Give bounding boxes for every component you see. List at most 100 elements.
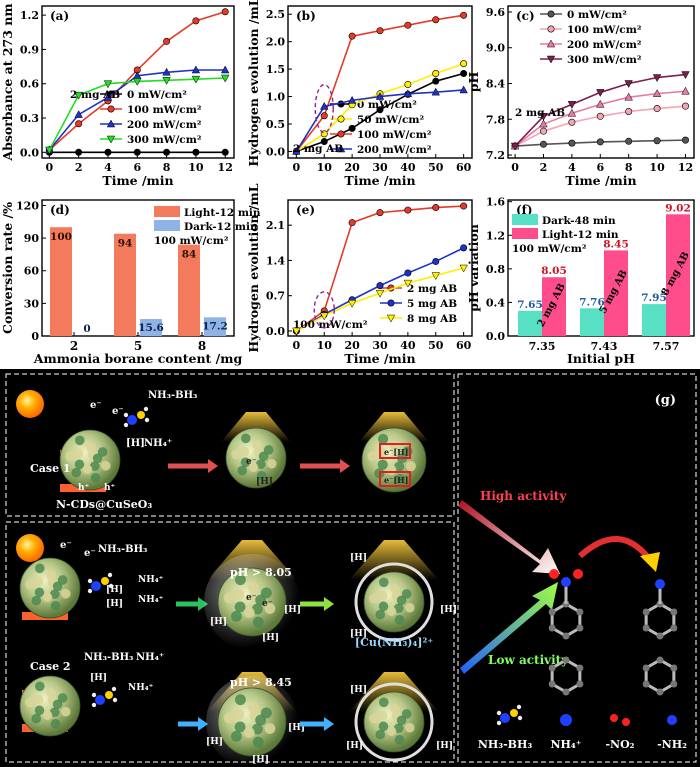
case2-label: Case 2: [30, 660, 71, 673]
legend-label: NH₄⁺: [550, 738, 581, 751]
bar: [518, 310, 542, 336]
chart-panel-d: 0 30 60 90 120 Ammonia borane content /mg Conv…: [0, 199, 261, 366]
nanoparticle: [404, 722, 415, 733]
nanoparticle: [243, 727, 255, 738]
y-tick-label: 0.4: [486, 296, 505, 309]
x-tick-label: 20: [344, 339, 360, 352]
nanoparticle: [251, 603, 263, 615]
data-point: [624, 92, 633, 101]
y-tick-label: 1.5: [266, 63, 285, 76]
y-tick-label: 8.4: [486, 77, 505, 90]
nanoparticle: [256, 470, 267, 481]
y-tick-label: 0.0: [266, 145, 285, 158]
panel-label: (g): [655, 393, 676, 408]
nanoparticle: [390, 584, 400, 594]
x-tick-label: 60: [456, 161, 472, 174]
reaction-scheme-panel: (g)e⁻e⁻NH₃-BH₃[H] NH₄⁺h⁺ h⁺Case 1N-CDs@CuS…: [0, 369, 700, 767]
data-point: [320, 138, 328, 146]
nanoparticle: [378, 721, 389, 732]
nanoparticle: [46, 688, 56, 698]
x-tick-label: 12: [218, 161, 233, 174]
carbon-atom: [642, 680, 650, 688]
nanoparticle: [240, 433, 251, 444]
carbon-atom: [562, 688, 570, 696]
legend-label: 300 mW/cm²: [567, 54, 642, 66]
atom: [95, 695, 105, 705]
nanoparticle: [237, 465, 248, 476]
highlight-box: [379, 443, 411, 459]
legend-label: Light-12 min: [542, 229, 619, 241]
x-tick-label: 0: [46, 161, 54, 174]
y-tick-label: 1.4: [266, 254, 285, 267]
data-point: [681, 136, 689, 144]
data-point: [221, 148, 229, 156]
scheme-label: e⁻: [262, 599, 273, 609]
case1-label: Case 1: [30, 462, 71, 475]
amino-ring-2: [642, 656, 678, 696]
nitrogen-atom: [655, 579, 665, 589]
data-point: [375, 289, 385, 298]
atom: [496, 710, 502, 716]
annotation: 2 mg AB: [293, 143, 343, 155]
nanoparticle: [378, 601, 389, 612]
atom: [112, 697, 118, 703]
legend-marker: [336, 144, 346, 153]
product-box: [457, 373, 697, 763]
x-tick-label: 60: [456, 339, 472, 352]
data-point: [539, 127, 547, 135]
x-tick-label: 0: [511, 161, 519, 174]
y-tick-label: 30: [24, 297, 40, 310]
scheme-label: e⁻: [246, 457, 257, 467]
data-point: [460, 11, 468, 19]
panel-label: (d): [50, 203, 70, 217]
panel-label: (a): [50, 9, 69, 23]
nanoparticle: [394, 614, 405, 625]
annotation: 2 mg AB: [70, 89, 120, 101]
nitro-ring-1: [548, 600, 584, 640]
y-tick-label: 2.1: [266, 219, 285, 232]
scheme-label: [H]: [210, 617, 227, 627]
scheme-label: [H]: [206, 737, 223, 747]
data-point: [432, 16, 440, 24]
carbon-atom: [642, 664, 650, 672]
x-tick-label: 7.43: [591, 340, 618, 353]
data-point: [292, 327, 301, 336]
scheme-label: [H]: [262, 633, 279, 643]
data-point: [376, 106, 384, 114]
data-point: [624, 80, 633, 89]
nanoparticle: [394, 473, 406, 485]
legend-marker: [106, 135, 116, 144]
bar-value-label: 7.65: [517, 299, 543, 311]
bar-value-label: 8.45: [603, 238, 629, 250]
y-axis-title: Hydrogen evolution /mL: [246, 0, 261, 167]
y-tick-label: 7.2: [486, 149, 505, 162]
carbon-atom: [548, 608, 556, 616]
legend-marker: [547, 25, 555, 33]
carbon-atom: [548, 624, 556, 632]
data-point: [404, 21, 412, 29]
nanoparticle: [375, 609, 386, 620]
legend-label: -NH₂: [657, 738, 687, 751]
legend-no2-icon: [610, 714, 618, 722]
scheme-label: [H]: [350, 629, 367, 639]
legend-marker: [546, 55, 556, 64]
highlight-ellipse: [314, 83, 334, 134]
bar-value-label: 9.02: [665, 202, 691, 214]
legend-label: NH₃-BH₃: [478, 738, 533, 751]
scheme-label: [H]: [252, 755, 269, 765]
case1-box: [5, 373, 455, 517]
carbon-atom: [656, 632, 664, 640]
data-point: [162, 67, 171, 76]
data-point: [681, 71, 690, 80]
data-point: [653, 105, 661, 113]
data-point: [596, 99, 605, 108]
nanoparticle: [60, 588, 71, 599]
highlight-ellipse: [313, 291, 335, 329]
bar-value-label: 17.2: [202, 320, 228, 332]
bar-value-label: 7.95: [641, 292, 667, 304]
legend-nh3bh3-icon: [496, 704, 523, 726]
nanoparticle: [33, 576, 44, 587]
legend-marker: [547, 10, 555, 18]
carbon-atom: [576, 608, 584, 616]
amino-ring-1: [642, 600, 678, 640]
